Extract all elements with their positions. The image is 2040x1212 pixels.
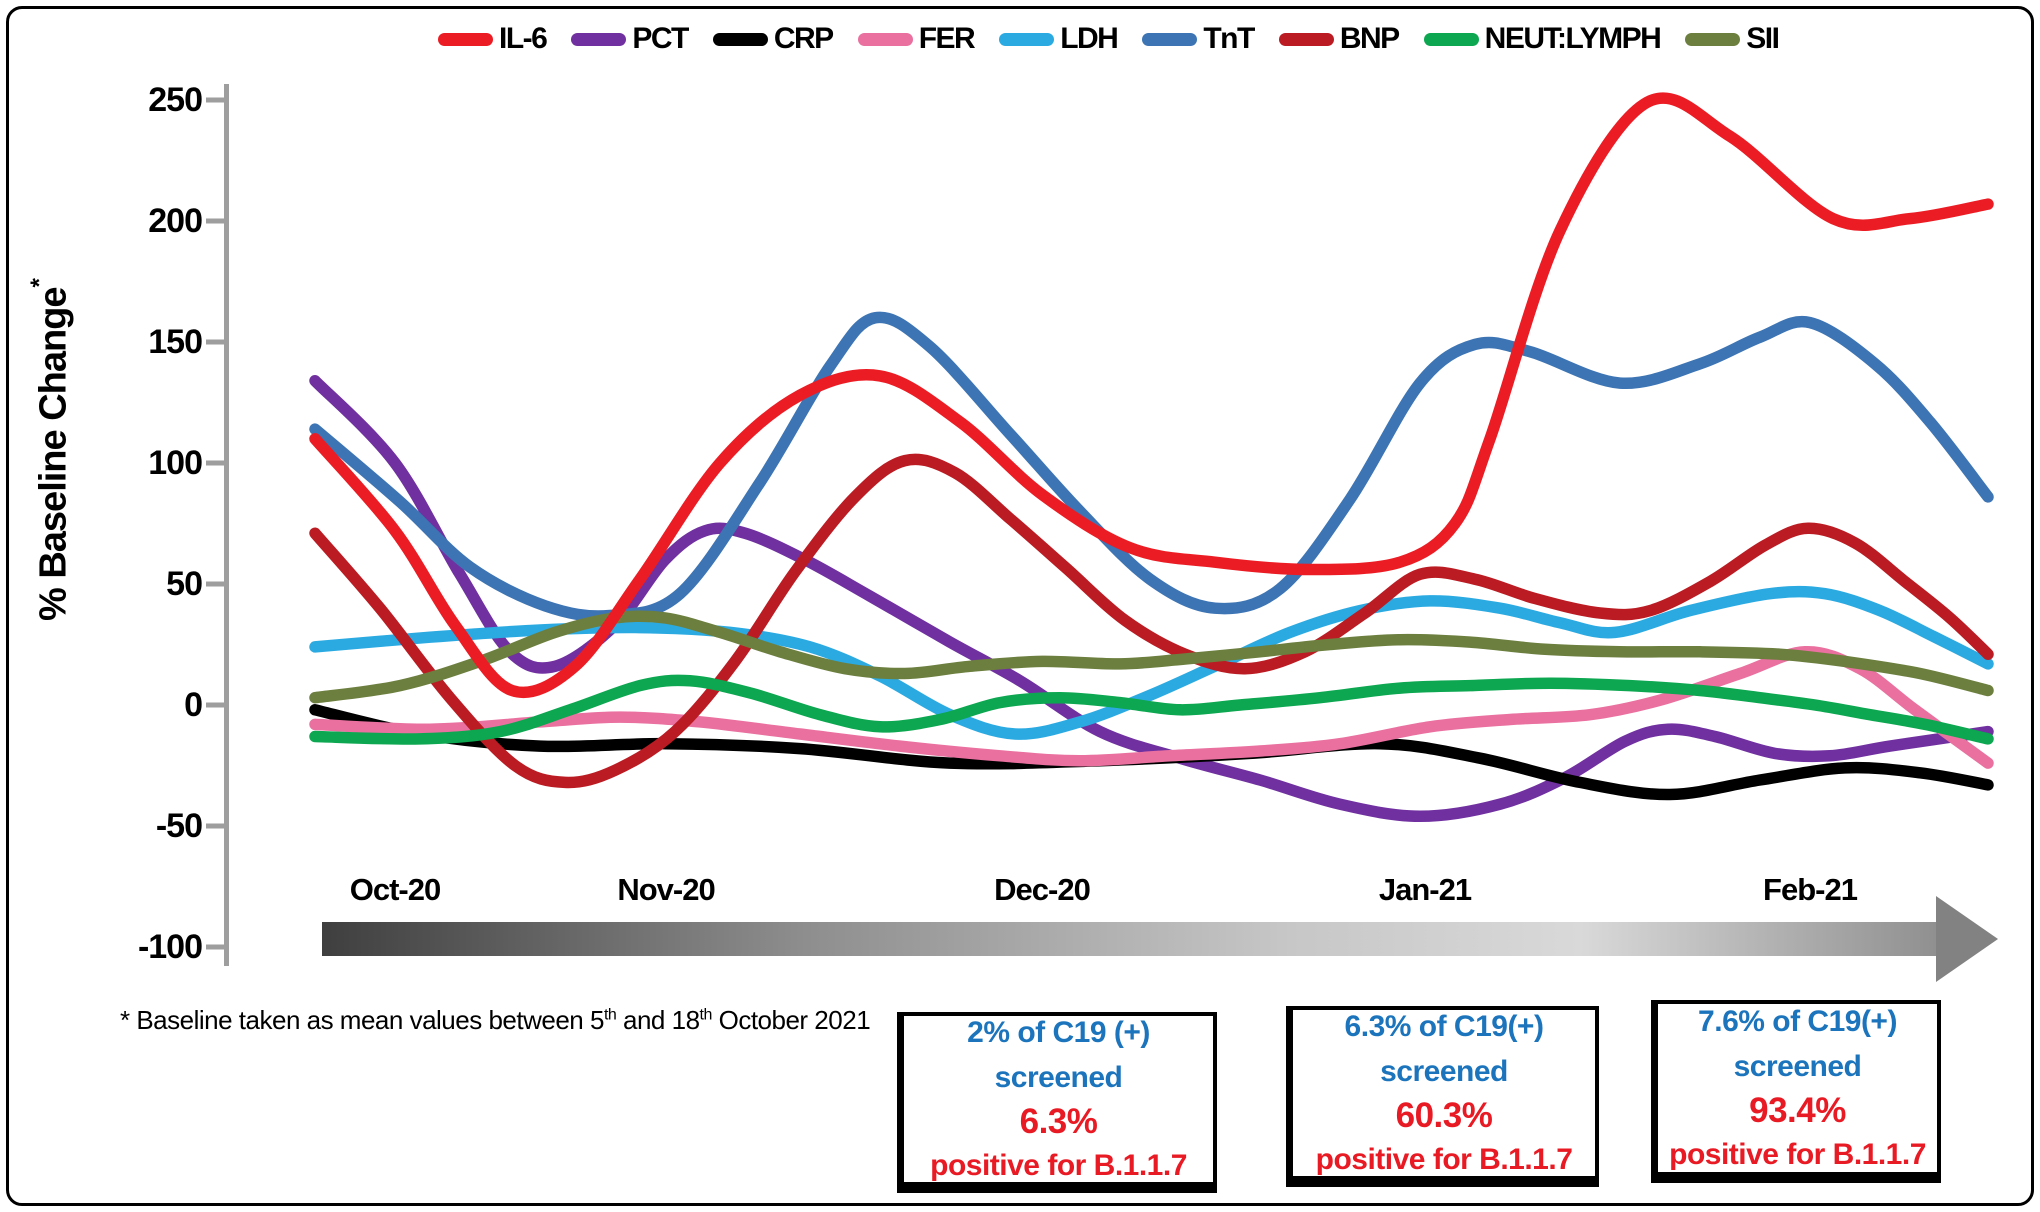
legend-swatch-il-6 — [438, 32, 493, 46]
legend-swatch-sii — [1685, 32, 1741, 46]
screened-label: screened — [1733, 1049, 1862, 1083]
series-line-bnp — [309, 453, 1994, 789]
legend-swatch-bnp — [1278, 32, 1334, 46]
series-line-tnt — [309, 311, 1994, 622]
y-axis-tick-mark — [206, 823, 224, 829]
x-label-feb-21: Feb-21 — [1763, 872, 1858, 907]
legend-item-ldh: LDH — [999, 22, 1119, 56]
y-axis-tick-mark — [206, 97, 224, 103]
legend-swatch-fer — [857, 32, 913, 46]
y-axis-tick-mark — [206, 702, 224, 708]
legend-item-neut-lymph: NEUT:LYMPH — [1423, 22, 1662, 56]
y-axis-tick-mark — [206, 581, 224, 587]
y-tick-label-200: 200 — [148, 202, 203, 240]
series-line-il-6 — [309, 92, 1994, 699]
timeline-arrow — [322, 896, 1998, 982]
legend-label: BNP — [1339, 22, 1400, 55]
y-tick-label--50: -50 — [155, 807, 203, 845]
legend-item-pct: PCT — [571, 22, 689, 56]
x-label-jan-21: Jan-21 — [1378, 872, 1472, 907]
legend: IL-6 PCT CRP FER LDH TnT BNP NEUT:LYMPH SII — [438, 22, 1780, 56]
annotation-box-feb: 7.6% of C19(+) screened 93.4% positive f… — [1651, 1000, 1941, 1183]
variant-label: positive for B.1.1.7 — [930, 1149, 1187, 1183]
annotation-box-jan: 6.3% of C19(+) screened 60.3% positive f… — [1286, 1006, 1599, 1187]
series-lines — [309, 92, 1994, 823]
series-line-fer — [309, 646, 1994, 769]
screened-label: screened — [1380, 1054, 1508, 1088]
legend-swatch-tnt — [1142, 32, 1198, 46]
variant-pct-text: 93.4% — [1749, 1090, 1846, 1130]
legend-swatch-crp — [712, 32, 768, 46]
y-axis — [206, 84, 229, 966]
y-axis-tick-mark — [206, 218, 224, 224]
legend-item-tnt: TnT — [1142, 22, 1255, 56]
variant-pct-text: 60.3% — [1395, 1095, 1493, 1135]
legend-item-fer: FER — [857, 22, 976, 56]
legend-label: PCT — [632, 22, 689, 55]
legend-item-bnp: BNP — [1278, 22, 1400, 56]
x-label-dec-20: Dec-20 — [994, 872, 1091, 907]
legend-label: CRP — [773, 22, 834, 55]
annotation-box-dec: 2% of C19 (+) screened 6.3% positive for… — [897, 1012, 1217, 1193]
legend-item-sii: SII — [1685, 22, 1780, 56]
variant-label: positive for B.1.1.7 — [1669, 1138, 1926, 1172]
series-line-neut-lymph — [309, 674, 1994, 745]
legend-swatch-neut-lymph — [1423, 32, 1479, 46]
screened-label: screened — [994, 1060, 1123, 1094]
variant-label: positive for B.1.1.7 — [1315, 1143, 1573, 1177]
y-axis-line — [224, 84, 229, 966]
y-tick-label-100: 100 — [148, 444, 203, 482]
legend-label: SII — [1746, 22, 1780, 55]
x-label-oct-20: Oct-20 — [349, 872, 441, 907]
x-label-nov-20: Nov-20 — [617, 872, 715, 907]
y-axis-tick-mark — [206, 339, 224, 345]
legend-label: TnT — [1203, 22, 1255, 55]
screened-pct-text: 7.6% of C19(+) — [1698, 1004, 1897, 1038]
legend-swatch-ldh — [999, 32, 1055, 46]
screened-pct-text: 6.3% of C19(+) — [1344, 1009, 1544, 1043]
legend-label: NEUT:LYMPH — [1484, 22, 1662, 55]
legend-item-crp: CRP — [712, 22, 834, 56]
y-tick-label-150: 150 — [148, 323, 203, 361]
timeline-arrow-body — [322, 922, 1936, 956]
y-tick-label-50: 50 — [166, 565, 203, 603]
screened-pct-text: 2% of C19 (+) — [967, 1015, 1150, 1049]
legend-item-il-6: IL-6 — [438, 22, 548, 56]
timeline-arrow-head — [1936, 896, 1998, 982]
y-tick-label-0: 0 — [184, 686, 203, 724]
variant-pct-text: 6.3% — [1019, 1101, 1098, 1141]
legend-swatch-pct — [571, 32, 627, 46]
legend-label: FER — [918, 22, 976, 55]
y-tick-label--100: -100 — [137, 928, 203, 966]
y-axis-tick-mark — [206, 944, 224, 950]
y-tick-label-250: 250 — [148, 81, 203, 119]
legend-label: IL-6 — [499, 22, 548, 55]
legend-label: LDH — [1060, 22, 1119, 55]
baseline-footnote: * Baseline taken as mean values between … — [120, 1005, 871, 1035]
y-axis-tick-mark — [206, 460, 224, 466]
